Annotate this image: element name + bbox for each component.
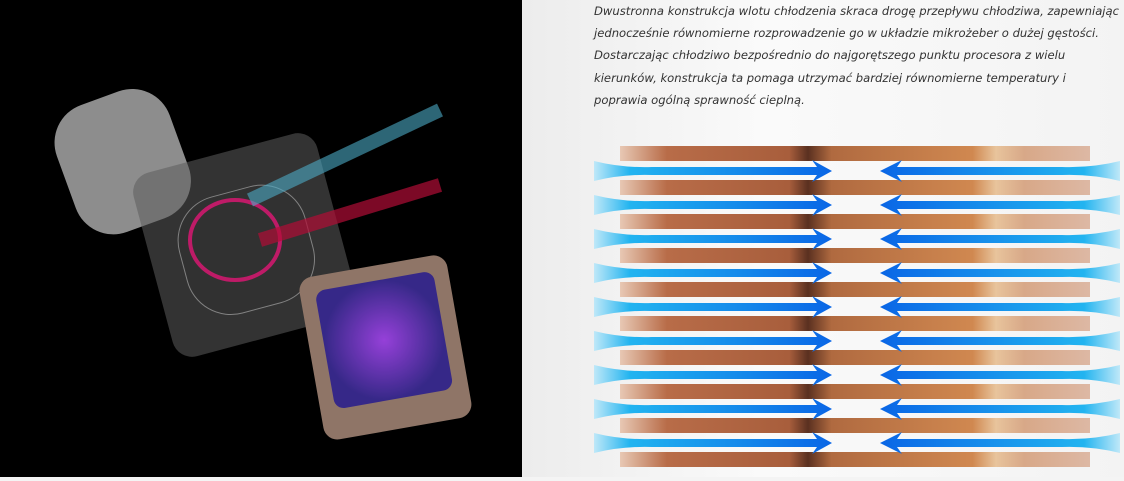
copper-fin — [620, 350, 1090, 365]
flow-arrow-left — [880, 194, 1120, 216]
copper-fin — [620, 180, 1090, 195]
copper-fin — [620, 146, 1090, 161]
copper-fin — [620, 384, 1090, 399]
flow-arrow-right — [594, 160, 832, 182]
copper-fin — [620, 418, 1090, 433]
product-image-panel — [0, 0, 522, 477]
copper-fin — [620, 214, 1090, 229]
flow-arrow-left — [880, 330, 1120, 352]
flow-arrow-right — [594, 398, 832, 420]
pump-block-illustration — [54, 88, 472, 440]
flow-arrow-left — [880, 296, 1120, 318]
copper-fin — [620, 248, 1090, 263]
flow-arrow-right — [594, 194, 832, 216]
flow-arrow-left — [880, 364, 1120, 386]
copper-fin — [620, 282, 1090, 297]
feature-description: Dwustronna konstrukcja wlotu chłodzenia … — [594, 4, 1120, 107]
flow-arrow-right — [594, 296, 832, 318]
flow-arrow-left — [880, 160, 1120, 182]
copper-fin — [620, 316, 1090, 331]
flow-arrow-right — [594, 228, 832, 250]
flow-arrow-left — [880, 228, 1120, 250]
flow-arrow-right — [594, 432, 832, 454]
flow-arrow-left — [880, 398, 1120, 420]
flow-arrow-right — [594, 330, 832, 352]
flow-arrow-left — [880, 432, 1120, 454]
copper-fin — [620, 452, 1090, 467]
flow-arrow-right — [594, 262, 832, 284]
coolant-flow-diagram — [594, 146, 1120, 467]
flow-arrow-right — [594, 364, 832, 386]
flow-arrow-left — [880, 262, 1120, 284]
